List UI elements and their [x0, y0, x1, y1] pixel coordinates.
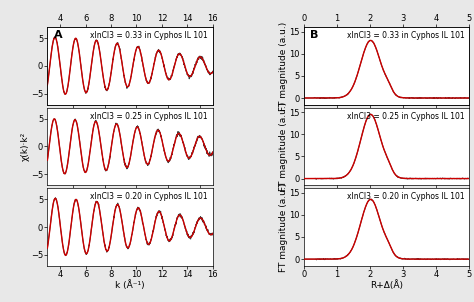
- Y-axis label: FT magnitude (a.u.): FT magnitude (a.u.): [279, 102, 288, 191]
- Text: xInCl3 = 0.20 in Cyphos IL 101: xInCl3 = 0.20 in Cyphos IL 101: [90, 192, 208, 201]
- Text: xInCl3 = 0.33 in Cyphos IL 101: xInCl3 = 0.33 in Cyphos IL 101: [90, 31, 208, 40]
- Text: xInCl3 = 0.33 in Cyphos IL 101: xInCl3 = 0.33 in Cyphos IL 101: [346, 31, 465, 40]
- X-axis label: R+Δ(Å): R+Δ(Å): [370, 280, 403, 290]
- Y-axis label: FT magnitude (a.u.): FT magnitude (a.u.): [279, 182, 288, 272]
- Y-axis label: χ(k)·k²: χ(k)·k²: [20, 132, 29, 161]
- Y-axis label: FT magnitude (a.u.): FT magnitude (a.u.): [279, 21, 288, 111]
- X-axis label: k (Å⁻¹): k (Å⁻¹): [115, 280, 145, 290]
- Text: xInCl3 = 0.25 in Cyphos IL 101: xInCl3 = 0.25 in Cyphos IL 101: [346, 112, 465, 120]
- Text: A: A: [54, 30, 63, 40]
- Text: B: B: [310, 30, 319, 40]
- Text: xInCl3 = 0.20 in Cyphos IL 101: xInCl3 = 0.20 in Cyphos IL 101: [346, 192, 465, 201]
- Text: xInCl3 = 0.25 in Cyphos IL 101: xInCl3 = 0.25 in Cyphos IL 101: [90, 112, 208, 120]
